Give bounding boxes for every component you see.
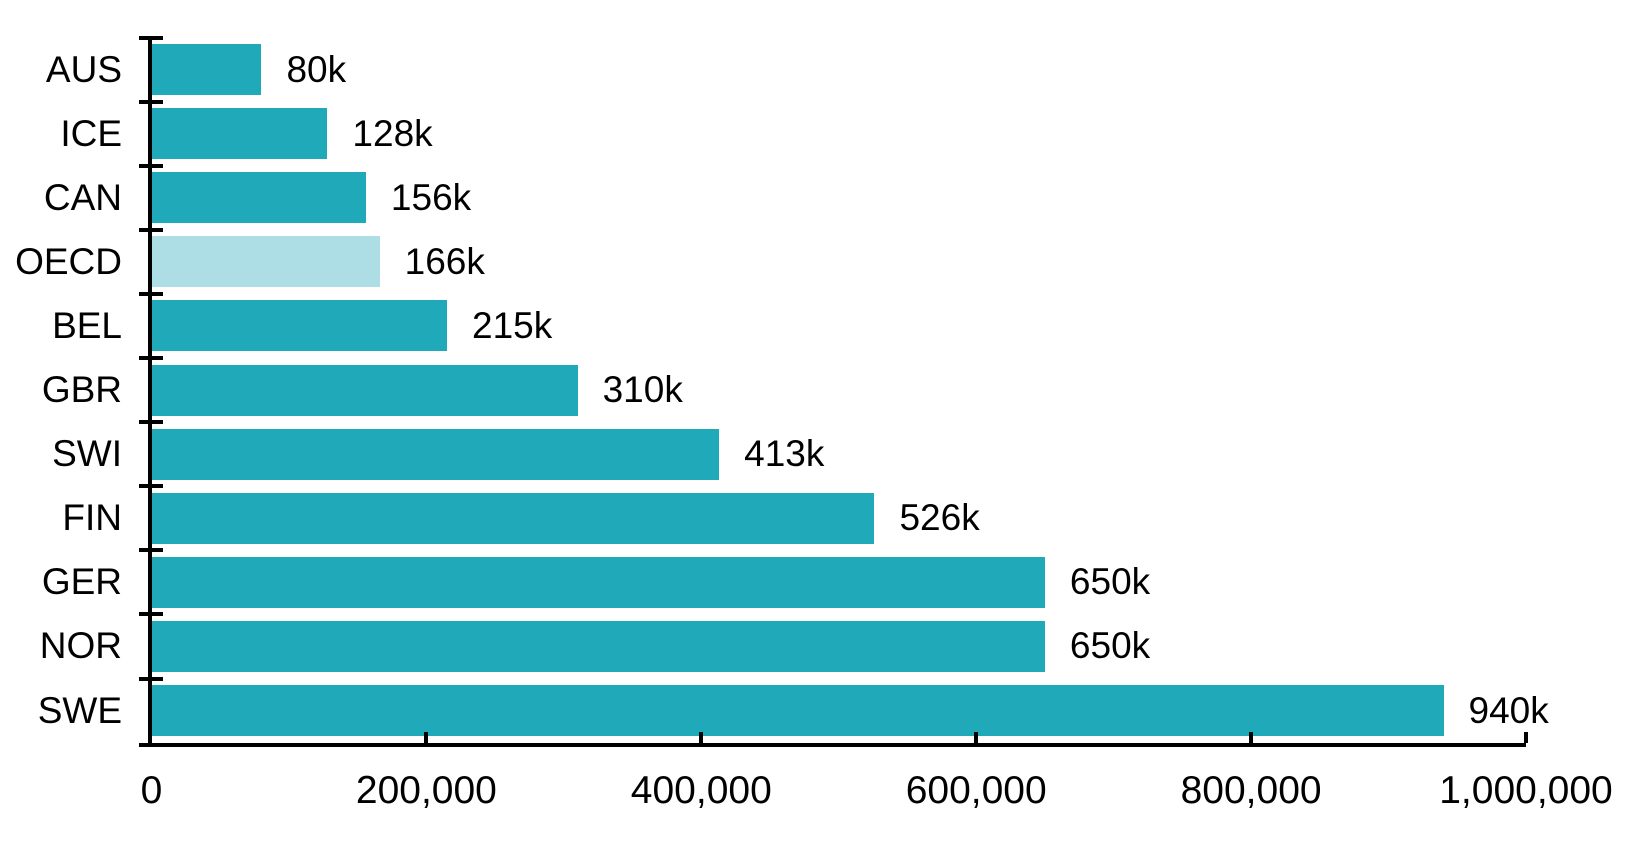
x-axis-tick	[1249, 732, 1254, 743]
y-axis-tick	[139, 484, 163, 489]
category-label-bel: BEL	[52, 304, 122, 346]
x-axis-line	[139, 742, 1526, 747]
bar-can	[151, 172, 366, 224]
y-axis-tick	[139, 420, 163, 425]
bar-fin	[151, 492, 875, 544]
y-axis-tick	[139, 99, 163, 104]
bar-swe	[151, 685, 1444, 737]
x-axis-tick-label: 1,000,000	[1439, 769, 1613, 812]
y-axis-tick	[139, 356, 163, 360]
y-axis-tick	[139, 291, 163, 296]
category-label-can: CAN	[43, 176, 122, 218]
value-label-ger: 650k	[1069, 561, 1151, 603]
category-label-gbr: GBR	[41, 369, 122, 411]
category-label-ger: GER	[41, 561, 122, 603]
y-axis-tick	[139, 35, 163, 40]
value-label-can: 156k	[390, 176, 472, 218]
bar-bel	[151, 300, 448, 352]
value-label-bel: 215k	[472, 304, 553, 346]
bar-gbr	[151, 364, 578, 416]
y-axis-tick	[139, 676, 163, 681]
x-axis-tick	[974, 732, 979, 743]
category-label-ice: ICE	[60, 112, 122, 154]
bar-ger	[151, 556, 1045, 608]
value-label-swe: 940k	[1468, 689, 1549, 731]
x-axis-tick	[1524, 732, 1528, 743]
category-label-nor: NOR	[39, 625, 122, 667]
value-label-nor: 650k	[1069, 625, 1151, 667]
value-label-oecd: 166k	[404, 240, 485, 282]
category-label-swi: SWI	[52, 433, 122, 475]
x-axis-tick-label: 400,000	[630, 769, 772, 812]
value-label-swi: 413k	[744, 433, 825, 475]
bar-ice	[151, 108, 328, 160]
y-axis-tick	[139, 548, 163, 553]
y-axis-tick	[139, 227, 163, 232]
value-label-gbr: 310k	[602, 369, 683, 411]
category-label-aus: AUS	[45, 48, 122, 90]
value-label-fin: 526k	[899, 497, 980, 539]
bar-oecd	[151, 236, 380, 288]
bar-swi	[151, 428, 720, 480]
category-label-swe: SWE	[37, 689, 122, 731]
x-axis-tick-label: 0	[140, 769, 163, 812]
value-label-aus: 80k	[286, 48, 347, 90]
x-axis-tick	[699, 732, 704, 743]
value-label-ice: 128k	[352, 112, 433, 154]
bar-nor	[151, 620, 1045, 672]
y-axis-tick	[139, 612, 163, 617]
x-axis-tick	[424, 732, 429, 743]
x-axis-tick-label: 600,000	[905, 769, 1047, 812]
category-label-fin: FIN	[62, 497, 122, 539]
category-label-oecd: OECD	[15, 240, 122, 282]
y-axis-tick	[139, 163, 163, 168]
y-axis-line	[147, 37, 152, 747]
x-axis-tick-label: 200,000	[355, 769, 497, 812]
bar-aus	[151, 44, 262, 96]
x-axis-tick-label: 800,000	[1180, 769, 1322, 812]
